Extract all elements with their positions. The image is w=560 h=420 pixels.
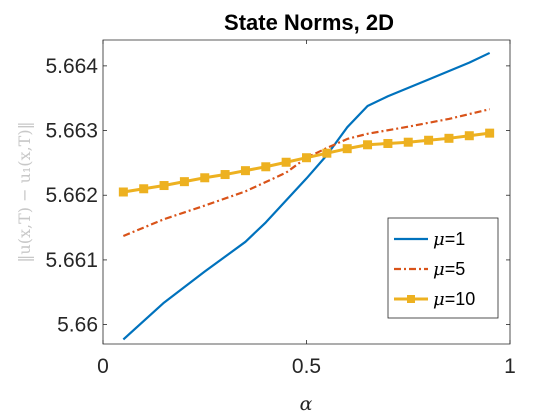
legend-value: =1 bbox=[445, 229, 466, 249]
data-point-marker bbox=[281, 157, 291, 167]
chart-title: State Norms, 2D bbox=[224, 10, 394, 35]
legend: μ=1μ=5μ=10 bbox=[387, 217, 499, 319]
x-tick-label: 1 bbox=[504, 355, 516, 378]
x-tick-label: 0.5 bbox=[292, 355, 321, 378]
legend-marker bbox=[407, 295, 415, 303]
data-point-marker bbox=[383, 138, 393, 148]
legend-label: μ=5 bbox=[433, 259, 465, 280]
series-3 bbox=[118, 128, 495, 197]
y-axis: 5.66 5.661 5.662 5.663 5.664 bbox=[45, 55, 510, 337]
legend-value: =10 bbox=[445, 289, 476, 309]
legend-variable: μ bbox=[433, 289, 445, 310]
data-point-marker bbox=[302, 153, 311, 163]
data-point-marker bbox=[200, 173, 210, 183]
data-point-marker bbox=[464, 131, 474, 141]
legend-item: μ=10 bbox=[394, 289, 475, 310]
data-point-marker bbox=[261, 162, 271, 172]
y-tick-label: 5.662 bbox=[45, 184, 98, 207]
y-axis-label: ‖u(x,T) − u₁(x,T)‖ bbox=[15, 121, 34, 262]
x-axis-label: α bbox=[300, 393, 313, 415]
data-point-marker bbox=[118, 187, 128, 197]
y-tick-label: 5.663 bbox=[45, 120, 98, 143]
data-point-marker bbox=[485, 128, 495, 138]
legend-variable: μ bbox=[433, 229, 445, 250]
data-point-marker bbox=[179, 177, 189, 187]
y-tick-label: 5.661 bbox=[45, 249, 98, 272]
data-point-marker bbox=[240, 166, 250, 176]
series-1 bbox=[122, 51, 491, 341]
legend-item: μ=1 bbox=[394, 229, 465, 250]
legend-value: =5 bbox=[445, 259, 466, 279]
data-point-marker bbox=[322, 148, 332, 158]
data-point-marker bbox=[220, 170, 230, 180]
legend-label: μ=10 bbox=[433, 289, 475, 310]
data-point-marker bbox=[444, 133, 454, 143]
data-point-marker bbox=[342, 144, 352, 154]
data-point-marker bbox=[363, 140, 373, 150]
legend-box bbox=[387, 217, 499, 319]
axes-frame bbox=[102, 39, 511, 345]
series-line bbox=[122, 51, 491, 341]
data-point-marker bbox=[424, 135, 434, 145]
legend-variable: μ bbox=[433, 259, 445, 280]
data-point-marker bbox=[139, 184, 149, 194]
y-tick-label: 5.66 bbox=[57, 314, 98, 337]
data-point-marker bbox=[403, 137, 413, 147]
series-2 bbox=[122, 108, 490, 237]
legend-item: μ=5 bbox=[394, 259, 465, 280]
y-tick-label: 5.664 bbox=[45, 55, 98, 78]
data-point-marker bbox=[159, 181, 169, 191]
series-line bbox=[122, 108, 490, 237]
x-tick-label: 0 bbox=[97, 355, 109, 378]
legend-label: μ=1 bbox=[433, 229, 465, 250]
series-layer bbox=[118, 51, 495, 341]
